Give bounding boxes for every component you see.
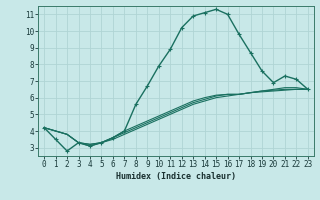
- X-axis label: Humidex (Indice chaleur): Humidex (Indice chaleur): [116, 172, 236, 181]
